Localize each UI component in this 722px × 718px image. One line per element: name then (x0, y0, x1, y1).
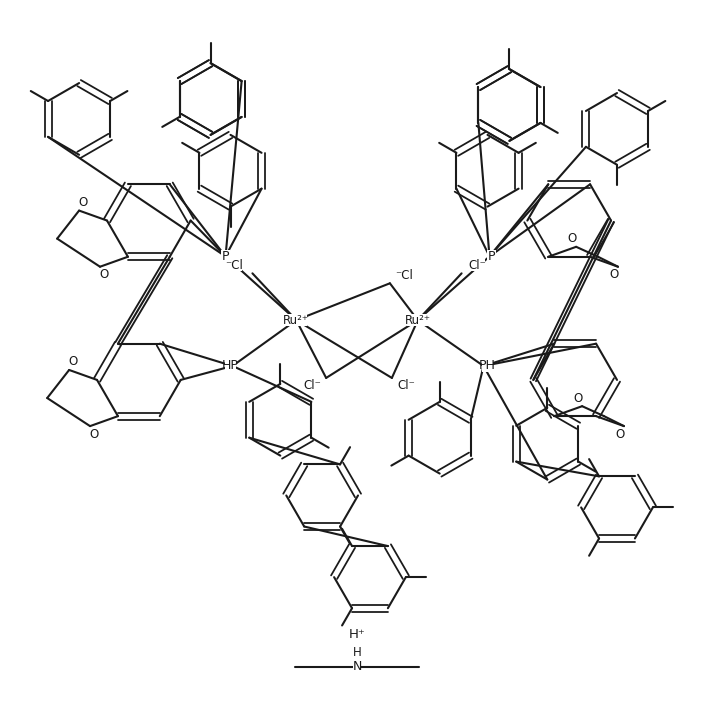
Text: O: O (573, 392, 583, 405)
Text: PH: PH (479, 360, 496, 373)
Text: Ru²⁺: Ru²⁺ (283, 314, 309, 327)
Text: O: O (615, 428, 625, 441)
FancyBboxPatch shape (353, 661, 361, 673)
Text: Ru²⁺: Ru²⁺ (405, 314, 431, 327)
Text: P: P (222, 250, 230, 263)
FancyBboxPatch shape (304, 380, 320, 392)
Text: H⁺: H⁺ (349, 628, 365, 641)
Text: O: O (69, 355, 78, 368)
Text: O: O (567, 233, 577, 246)
FancyBboxPatch shape (100, 269, 108, 281)
FancyBboxPatch shape (353, 647, 361, 659)
FancyBboxPatch shape (225, 360, 236, 372)
Text: O: O (90, 428, 99, 441)
FancyBboxPatch shape (90, 428, 98, 440)
Text: N: N (352, 661, 362, 673)
Text: O: O (100, 269, 108, 281)
FancyBboxPatch shape (610, 269, 618, 281)
FancyBboxPatch shape (482, 360, 493, 372)
FancyBboxPatch shape (69, 356, 77, 368)
Text: Cl⁻: Cl⁻ (469, 259, 487, 272)
Text: H: H (352, 646, 362, 659)
Text: O: O (79, 196, 87, 209)
FancyBboxPatch shape (616, 428, 624, 440)
Text: P: P (488, 250, 495, 263)
FancyBboxPatch shape (79, 197, 87, 208)
FancyBboxPatch shape (398, 380, 414, 392)
Text: HP: HP (222, 360, 239, 373)
Text: Cl⁻: Cl⁻ (397, 379, 414, 393)
Text: ⁻Cl: ⁻Cl (395, 269, 413, 282)
FancyBboxPatch shape (487, 250, 495, 263)
Text: Cl⁻: Cl⁻ (303, 379, 321, 393)
Text: ⁻Cl: ⁻Cl (225, 259, 243, 272)
FancyBboxPatch shape (568, 233, 576, 245)
FancyBboxPatch shape (396, 269, 412, 281)
FancyBboxPatch shape (286, 314, 307, 326)
Text: O: O (609, 269, 619, 281)
FancyBboxPatch shape (407, 314, 428, 326)
FancyBboxPatch shape (351, 628, 363, 642)
FancyBboxPatch shape (470, 259, 485, 271)
FancyBboxPatch shape (574, 392, 582, 404)
FancyBboxPatch shape (222, 250, 230, 263)
FancyBboxPatch shape (227, 259, 243, 271)
